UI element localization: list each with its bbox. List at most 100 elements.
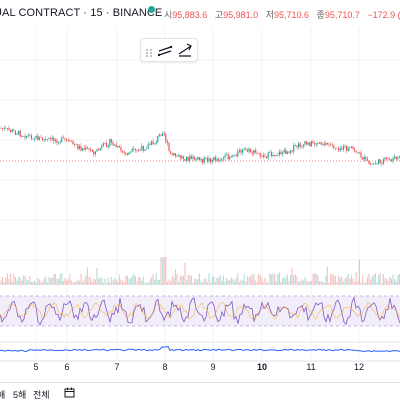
candle — [45, 139, 47, 140]
candle — [155, 141, 157, 144]
candle — [357, 152, 359, 154]
candle — [14, 130, 16, 135]
volume-bar — [394, 279, 396, 285]
volume-bar — [22, 275, 24, 285]
candle — [368, 160, 370, 164]
volume-bar — [144, 282, 146, 285]
volume-bar — [214, 281, 216, 285]
volume-bar — [13, 273, 15, 285]
candle — [112, 142, 114, 146]
candle — [2, 128, 4, 129]
candle — [168, 142, 170, 152]
candle — [197, 157, 199, 160]
candle — [222, 157, 224, 160]
candle — [198, 157, 200, 160]
candle — [328, 144, 330, 145]
volume-bar — [229, 280, 231, 285]
candle — [72, 140, 74, 145]
volume-bar — [286, 274, 288, 285]
volume-bar — [14, 276, 16, 285]
volume-bar — [203, 278, 205, 285]
calendar-icon[interactable] — [64, 387, 75, 400]
volume-bar — [186, 280, 188, 285]
volume-bar — [29, 275, 31, 285]
volume-bar — [158, 279, 160, 285]
volume-bar — [350, 275, 352, 285]
volume-bar — [222, 275, 224, 285]
time-axis-label: 7 — [114, 362, 120, 372]
volume-bar — [37, 278, 39, 285]
candle — [294, 145, 296, 146]
volume-bar — [374, 273, 376, 285]
chart-header: UAL CONTRACT · 15 · BINANCE 시95,883.6 고9… — [0, 0, 400, 26]
range-button-1y[interactable]: 해 — [0, 390, 6, 400]
candle — [309, 142, 311, 147]
candle — [74, 144, 76, 145]
volume-bar — [344, 278, 346, 285]
drag-handle-icon[interactable] — [145, 45, 153, 63]
volume-bar — [173, 277, 175, 285]
candle — [235, 154, 237, 157]
volume-bar — [379, 273, 381, 285]
volume-bar — [318, 281, 320, 285]
candle — [250, 148, 252, 153]
indicators-icon[interactable] — [177, 42, 193, 63]
candle — [134, 149, 136, 151]
candle — [350, 146, 352, 148]
candle — [384, 157, 386, 160]
candle — [362, 157, 364, 160]
candle — [304, 141, 306, 145]
volume-bar — [310, 281, 312, 285]
candle — [128, 152, 130, 155]
volume-bar — [218, 277, 220, 285]
symbol-title[interactable]: UAL CONTRACT · 15 · BINANCE — [0, 7, 163, 19]
volume-bar — [48, 276, 50, 285]
volume-bar — [326, 266, 328, 285]
candle — [173, 153, 175, 156]
candle — [354, 148, 356, 151]
volume-bar — [6, 273, 8, 285]
volume-bar — [10, 273, 12, 285]
volume-bar — [53, 274, 55, 285]
volume-bar — [46, 282, 48, 285]
candle — [219, 160, 221, 161]
compare-icon[interactable] — [157, 42, 173, 63]
volume-bar — [11, 281, 13, 285]
candle — [122, 150, 124, 152]
candle — [349, 147, 351, 149]
volume-bar — [398, 273, 400, 285]
candle — [347, 147, 349, 151]
range-button-5y[interactable]: 5해 — [13, 390, 27, 400]
volume-bar — [302, 280, 304, 285]
volume-bar — [323, 282, 325, 285]
candle — [192, 156, 194, 159]
candle — [184, 159, 186, 161]
volume-bar — [149, 280, 151, 285]
candle — [123, 151, 125, 153]
volume-bar — [154, 279, 156, 285]
candle — [182, 156, 184, 160]
volume-bar — [210, 282, 212, 285]
volume-bar — [133, 273, 135, 285]
candle — [312, 141, 314, 144]
candle — [387, 158, 389, 160]
candle — [91, 150, 93, 152]
time-axis-label: 5 — [33, 362, 39, 372]
candle — [394, 156, 396, 159]
volume-bar — [349, 278, 351, 285]
candle — [334, 147, 336, 149]
range-button-all[interactable]: 전체 — [33, 390, 50, 400]
volume-bar — [30, 281, 32, 285]
candle — [379, 159, 381, 164]
volume-bar — [307, 281, 309, 285]
volume-bar — [328, 282, 330, 285]
candle — [344, 146, 346, 147]
volume-bar — [360, 282, 362, 285]
volume-bar — [370, 279, 372, 285]
candle — [54, 139, 56, 142]
volume-bar — [32, 281, 34, 285]
candle — [283, 149, 285, 153]
candle — [200, 159, 202, 160]
candle — [152, 141, 154, 145]
